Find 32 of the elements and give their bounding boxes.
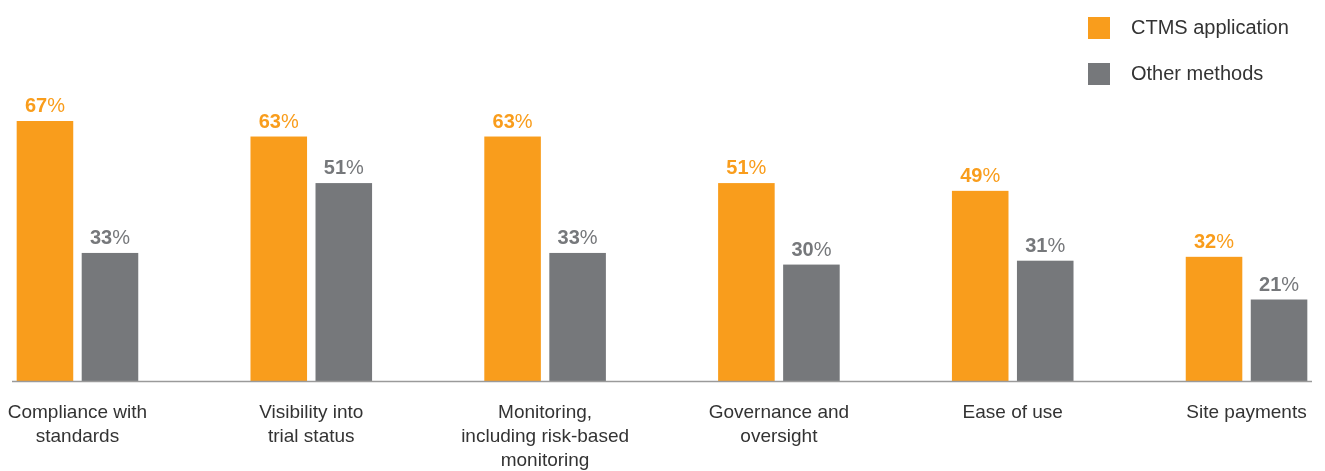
bar — [1250, 299, 1308, 381]
x-tick-label: Monitoring, including risk-based monitoring — [461, 401, 630, 470]
data-label: 49% — [960, 163, 1001, 186]
bar — [549, 252, 606, 381]
legend-label: Other methods — [1131, 62, 1264, 84]
bar — [484, 136, 541, 381]
x-tick-label: Site payments — [1186, 401, 1307, 422]
bar — [718, 183, 775, 381]
data-label: 21% — [1259, 272, 1300, 295]
bar — [16, 121, 74, 381]
x-tick-label: Ease of use — [962, 401, 1063, 422]
data-label: 33% — [89, 225, 131, 248]
data-label: 63% — [492, 109, 533, 132]
bar — [250, 136, 308, 381]
x-tick-label: Compliance with standards — [7, 401, 148, 446]
data-label: 30% — [791, 237, 832, 260]
data-label: 63% — [258, 109, 299, 132]
data-label: 67% — [24, 94, 66, 116]
bar — [315, 183, 373, 381]
x-tick-label: Visibility into trial status — [259, 401, 364, 446]
legend-label: CTMS application — [1131, 16, 1289, 38]
data-label: 33% — [557, 225, 598, 248]
bar — [1185, 256, 1243, 381]
data-label: 51% — [323, 156, 365, 179]
bar — [1016, 260, 1074, 381]
data-label: 31% — [1025, 233, 1066, 256]
bar — [81, 252, 139, 381]
bar — [783, 264, 840, 381]
x-tick-label: Governance and oversight — [708, 401, 850, 446]
data-label: 51% — [726, 156, 767, 179]
data-label: 32% — [1194, 229, 1235, 252]
bar — [951, 190, 1009, 381]
